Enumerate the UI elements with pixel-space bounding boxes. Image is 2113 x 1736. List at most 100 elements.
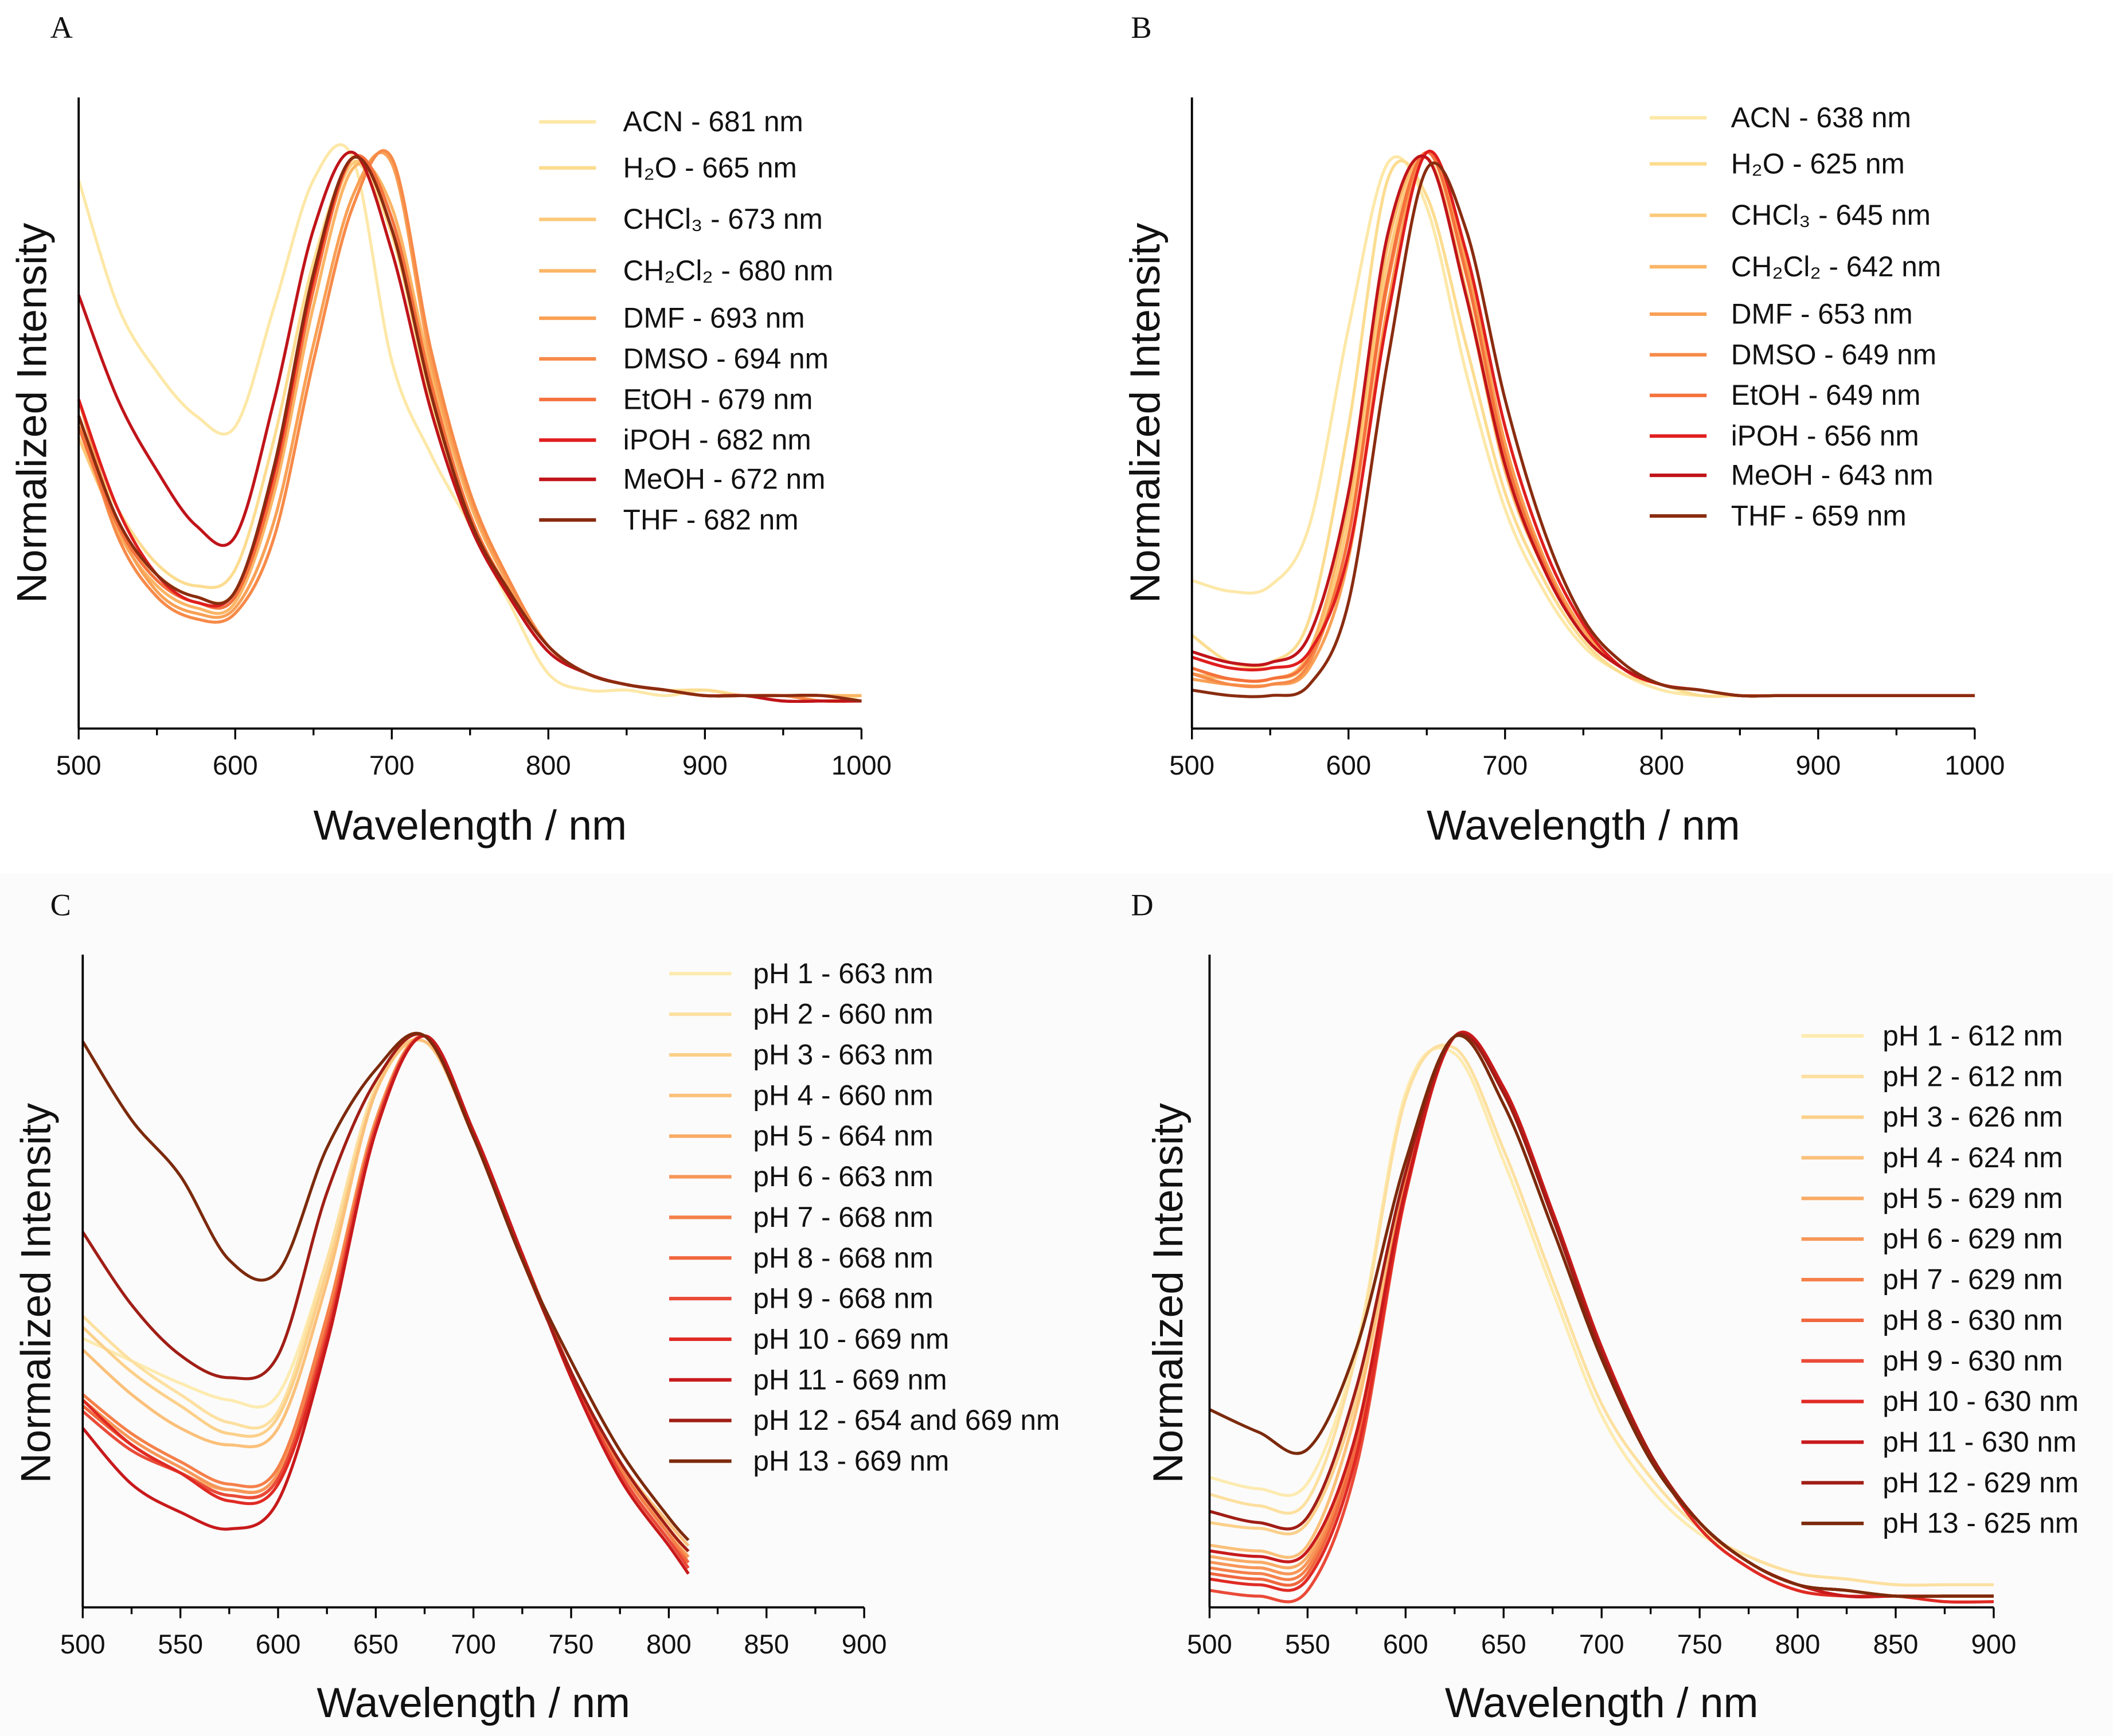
legend-label: CHCl₃ - 645 nm	[1731, 199, 1931, 231]
legend-item: DMF - 653 nm	[1650, 298, 1913, 330]
panel-a: A 500 600 700 800 900 1000 Wavelength / nm Norma…	[8, 10, 891, 849]
x-tick-label: 600	[256, 1629, 301, 1660]
panel-letter: C	[50, 888, 71, 922]
legend-label: MeOH - 672 nm	[623, 463, 826, 495]
legend-item: pH 10 - 630 nm	[1801, 1385, 2079, 1417]
legend-label: pH 3 - 626 nm	[1882, 1101, 2063, 1133]
x-tick-label: 600	[213, 750, 258, 781]
x-tick-label: 650	[1481, 1629, 1526, 1660]
legend-item: CH₂Cl₂ - 642 nm	[1650, 251, 1941, 283]
x-tick-label: 900	[682, 750, 728, 781]
legend-label: pH 5 - 664 nm	[753, 1120, 933, 1152]
legend-label: pH 1 - 663 nm	[753, 957, 933, 990]
legend-label: pH 4 - 660 nm	[753, 1079, 933, 1111]
legend-item: THF - 659 nm	[1650, 499, 1907, 531]
legend-item: pH 13 - 669 nm	[669, 1445, 949, 1477]
panel-letter: D	[1131, 888, 1153, 922]
series-group	[77, 143, 862, 703]
x-tick-label: 550	[1285, 1629, 1330, 1660]
legend-item: CH₂Cl₂ - 680 nm	[539, 255, 833, 287]
series-line	[77, 155, 862, 703]
x-tick-label: 850	[744, 1629, 789, 1660]
x-axis-title: Wavelength / nm	[317, 1679, 630, 1726]
x-tick-label: 1000	[1944, 750, 2005, 781]
legend-label: DMSO - 649 nm	[1731, 338, 1936, 370]
legend-label: H₂O - 665 nm	[623, 151, 797, 183]
legend-item: H₂O - 625 nm	[1650, 147, 1905, 179]
legend-label: DMF - 693 nm	[623, 302, 805, 334]
legend-label: pH 6 - 663 nm	[753, 1160, 933, 1192]
legend-item: pH 9 - 630 nm	[1801, 1344, 2063, 1377]
legend-label: pH 10 - 669 nm	[753, 1323, 949, 1355]
series-line	[81, 1031, 690, 1542]
x-tick-label: 550	[158, 1629, 203, 1660]
legend-label: pH 4 - 624 nm	[1882, 1141, 2063, 1174]
x-tick-label: 800	[646, 1629, 692, 1660]
panels: A 500 600 700 800 900 1000 Wavelength / nm Norma…	[8, 10, 2079, 1726]
legend-label: H₂O - 625 nm	[1731, 147, 1905, 179]
x-tick-label: 500	[56, 750, 101, 781]
legend-item: pH 5 - 629 nm	[1801, 1182, 2063, 1214]
x-tick-label: 600	[1383, 1629, 1428, 1660]
legend-item: pH 3 - 663 nm	[669, 1038, 934, 1070]
legend-label: pH 2 - 660 nm	[753, 998, 933, 1030]
legend-label: iPOH - 682 nm	[623, 424, 811, 456]
legend-item: DMF - 693 nm	[539, 302, 805, 334]
series-line	[81, 1034, 690, 1575]
legend-item: pH 7 - 668 nm	[669, 1201, 934, 1233]
series-line	[1209, 1031, 1994, 1598]
legend-item: pH 13 - 625 nm	[1801, 1507, 2079, 1539]
x-tick-label: 700	[369, 750, 415, 781]
legend-item: EtOH - 679 nm	[539, 383, 813, 415]
legend-label: iPOH - 656 nm	[1731, 420, 1919, 452]
y-axis-title: Normalized Intensity	[8, 222, 55, 603]
x-tick-label: 700	[451, 1629, 496, 1660]
legend-label: pH 2 - 612 nm	[1882, 1060, 2063, 1092]
legend-item: iPOH - 656 nm	[1650, 420, 1919, 452]
series-group	[1209, 1030, 1994, 1604]
legend-item: pH 10 - 669 nm	[669, 1323, 949, 1355]
legend-label: ACN - 681 nm	[623, 105, 803, 138]
series-group	[81, 1031, 690, 1575]
x-axis-title: Wavelength / nm	[1427, 801, 1740, 849]
legend-label: pH 8 - 630 nm	[1882, 1304, 2063, 1336]
legend-label: MeOH - 643 nm	[1731, 459, 1934, 491]
legend-item: pH 12 - 629 nm	[1801, 1467, 2079, 1499]
legend: pH 1 - 663 nm pH 2 - 660 nm pH 3 - 663 nm p…	[669, 957, 1060, 1477]
x-tick-label: 800	[1775, 1629, 1821, 1660]
legend-label: pH 5 - 629 nm	[1882, 1182, 2063, 1214]
legend-label: pH 7 - 629 nm	[1882, 1264, 2063, 1296]
legend-label: pH 10 - 630 nm	[1882, 1385, 2079, 1417]
y-axis-title: Normalized Intensity	[1145, 1103, 1192, 1484]
legend-label: pH 11 - 669 nm	[753, 1363, 947, 1395]
panel-b: B 500 600 700 800 900 1000 Wavelength / nm Norma…	[1122, 10, 2005, 849]
legend-label: pH 9 - 630 nm	[1882, 1344, 2063, 1377]
lower-panels-background	[0, 873, 2113, 1736]
x-tick-label: 800	[1639, 750, 1684, 781]
legend-label: pH 11 - 630 nm	[1882, 1426, 2076, 1458]
x-tick-label: 900	[1971, 1629, 2017, 1660]
legend-item: pH 11 - 669 nm	[669, 1363, 947, 1395]
legend-label: CH₂Cl₂ - 642 nm	[1731, 251, 1941, 283]
legend-item: pH 1 - 612 nm	[1801, 1019, 2063, 1051]
legend-label: pH 8 - 668 nm	[753, 1242, 933, 1274]
series-line	[81, 1033, 690, 1553]
legend-label: CHCl₃ - 673 nm	[623, 203, 823, 235]
legend-label: THF - 682 nm	[623, 504, 799, 536]
series-line	[1209, 1034, 1994, 1598]
legend-item: DMSO - 649 nm	[1650, 338, 1936, 370]
legend-item: iPOH - 682 nm	[539, 424, 811, 456]
legend-label: DMSO - 694 nm	[623, 342, 829, 374]
x-tick-label: 500	[1169, 750, 1214, 781]
legend-item: pH 8 - 668 nm	[669, 1242, 934, 1274]
legend: ACN - 638 nm H₂O - 625 nm CHCl₃ - 645 nm CH…	[1650, 101, 1941, 531]
series-line	[1209, 1043, 1994, 1587]
x-tick-label: 750	[1677, 1629, 1723, 1660]
legend-item: pH 2 - 660 nm	[669, 998, 934, 1030]
legend-item: pH 2 - 612 nm	[1801, 1060, 2063, 1092]
legend-item: pH 11 - 630 nm	[1801, 1426, 2076, 1458]
legend-item: MeOH - 643 nm	[1650, 459, 1934, 491]
legend-item: pH 3 - 626 nm	[1801, 1101, 2063, 1133]
x-tick-label: 700	[1579, 1629, 1624, 1660]
